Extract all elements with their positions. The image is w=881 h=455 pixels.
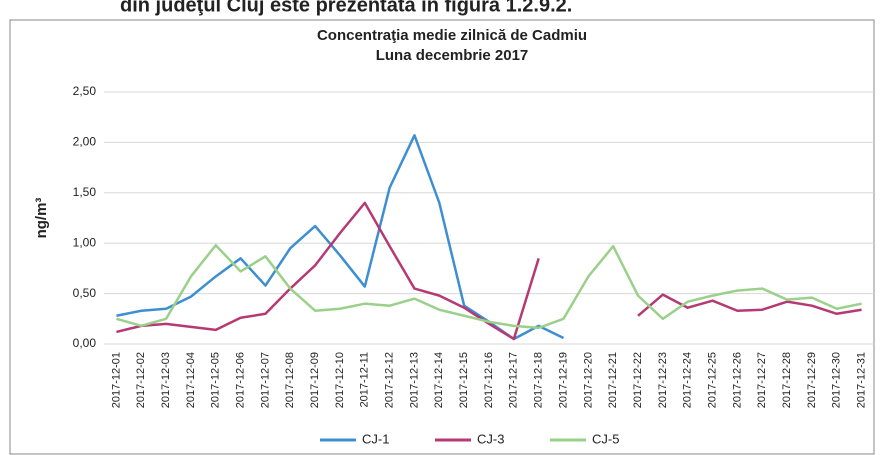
- x-tick-label: 2017-12-29: [806, 352, 818, 408]
- x-tick-label: 2017-12-07: [259, 352, 271, 408]
- x-tick-label: 2017-12-13: [408, 352, 420, 408]
- x-tick-label: 2017-12-03: [160, 352, 172, 408]
- x-tick-label: 2017-12-19: [557, 352, 569, 408]
- y-tick-label: 1,00: [73, 235, 97, 249]
- y-tick-label: 2,00: [73, 135, 97, 149]
- x-tick-label: 2017-12-06: [235, 352, 247, 408]
- x-tick-label: 2017-12-09: [309, 352, 321, 408]
- series-line: [637, 293, 862, 317]
- x-tick-label: 2017-12-12: [384, 352, 396, 408]
- legend-label: CJ-3: [477, 431, 504, 446]
- y-tick-label: 2,50: [73, 84, 97, 98]
- x-tick-label: 2017-12-08: [284, 352, 296, 408]
- x-tick-label: 2017-12-11: [359, 352, 371, 407]
- x-tick-label: 2017-12-31: [855, 352, 867, 408]
- page-text: din judeţul Cluj este prezentată în figu…: [120, 0, 572, 16]
- y-axis-label: ng/m³: [33, 198, 50, 239]
- legend-label: CJ-1: [362, 431, 389, 446]
- x-tick-label: 2017-12-20: [582, 352, 594, 408]
- x-tick-label: 2017-12-28: [781, 352, 793, 408]
- x-tick-label: 2017-12-10: [334, 352, 346, 408]
- x-tick-label: 2017-12-23: [657, 352, 669, 408]
- y-tick-label: 1,50: [73, 185, 97, 199]
- y-tick-label: 0,00: [73, 336, 97, 350]
- x-tick-label: 2017-12-24: [682, 352, 694, 408]
- series-line: [116, 243, 862, 330]
- x-tick-label: 2017-12-27: [756, 352, 768, 408]
- chart-subtitle: Luna decembrie 2017: [376, 47, 529, 64]
- x-tick-label: 2017-12-05: [210, 352, 222, 408]
- chart-border: [9, 19, 875, 455]
- series-line: [116, 201, 540, 341]
- x-tick-label: 2017-12-18: [533, 352, 545, 408]
- x-tick-label: 2017-12-04: [185, 352, 197, 408]
- x-tick-label: 2017-12-01: [110, 352, 122, 408]
- x-tick-label: 2017-12-22: [632, 352, 644, 408]
- x-tick-label: 2017-12-17: [508, 352, 520, 408]
- legend-label: CJ-5: [592, 431, 619, 446]
- x-tick-label: 2017-12-25: [706, 352, 718, 408]
- x-tick-label: 2017-12-02: [135, 352, 147, 408]
- x-tick-label: 2017-12-16: [483, 352, 495, 408]
- x-tick-label: 2017-12-26: [731, 352, 743, 408]
- x-tick-label: 2017-12-30: [831, 352, 843, 408]
- chart-title: Concentraţia medie zilnică de Cadmiu: [317, 27, 587, 44]
- x-tick-label: 2017-12-14: [433, 352, 445, 408]
- y-tick-label: 0,50: [73, 286, 97, 300]
- x-tick-label: 2017-12-21: [607, 352, 619, 408]
- x-tick-label: 2017-12-15: [458, 352, 470, 408]
